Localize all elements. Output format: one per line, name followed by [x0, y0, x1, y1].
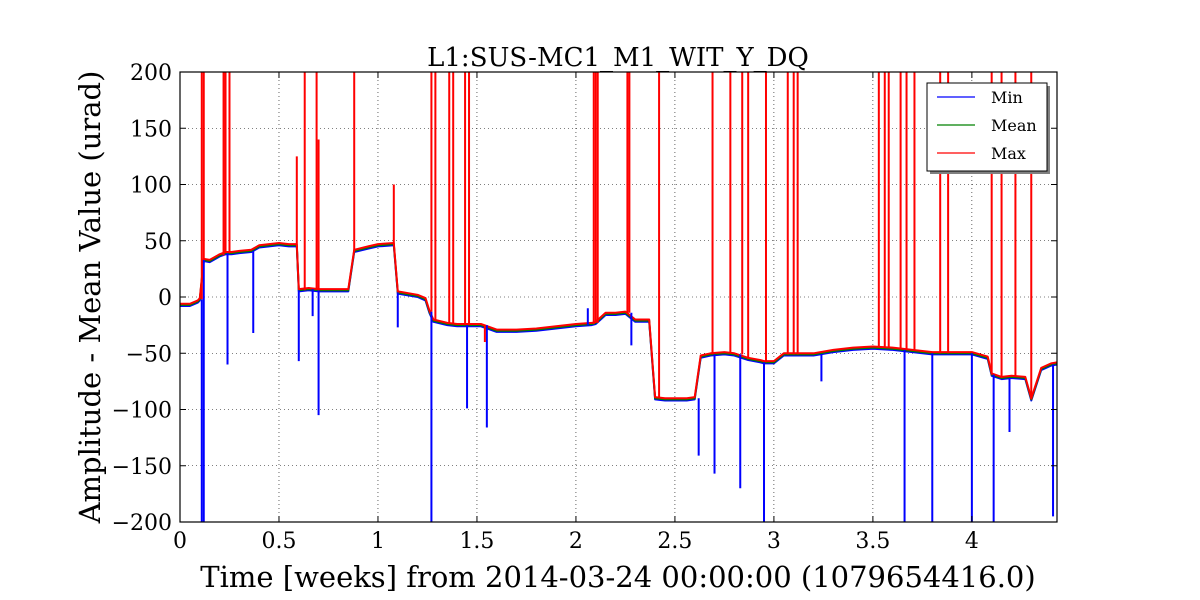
- x-axis-label: Time [weeks] from 2014-03-24 00:00:00 (1…: [200, 560, 1035, 594]
- series-min-line: [180, 244, 1058, 402]
- y-tick-label: −50: [126, 342, 172, 367]
- x-tick-label: 1: [371, 529, 385, 554]
- y-tick-label: 100: [130, 174, 172, 199]
- x-tick-label: 1.5: [459, 529, 494, 554]
- y-axis-label: Amplitude - Mean Value (urad): [73, 71, 107, 525]
- y-tick-label: −200: [112, 511, 172, 536]
- series-layer: [180, 72, 1058, 522]
- x-tick-label: 0: [173, 529, 187, 554]
- x-tick-label: 3: [767, 529, 781, 554]
- y-tick-label: 50: [144, 230, 172, 255]
- plot-area: [180, 72, 1057, 522]
- legend-box: [926, 82, 1048, 172]
- x-tick-label: 4: [965, 529, 979, 554]
- legend-label-max: Max: [991, 144, 1026, 163]
- x-tick-label: 2: [569, 529, 583, 554]
- y-tick-label: 0: [158, 286, 172, 311]
- chart-title: L1:SUS-MC1_M1_WIT_Y_DQ: [427, 43, 809, 73]
- y-tick-label: −150: [112, 455, 172, 480]
- y-tick-label: 200: [130, 61, 172, 86]
- series-mean-line: [180, 243, 1058, 401]
- legend: Min Mean Max: [926, 82, 1050, 174]
- legend-label-min: Min: [991, 88, 1023, 107]
- x-tick-label: 2.5: [657, 529, 692, 554]
- y-tick-label: 150: [130, 117, 172, 142]
- grid: [180, 72, 1057, 522]
- ticks: 0 0.5 1 1.5 2 2.5 3 3.5 4 −200 −150 −100 −50 0 50 100 15…: [112, 61, 1057, 554]
- x-tick-label: 3.5: [855, 529, 890, 554]
- legend-label-mean: Mean: [991, 116, 1037, 135]
- x-tick-label: 0.5: [261, 529, 296, 554]
- y-tick-label: −100: [112, 399, 172, 424]
